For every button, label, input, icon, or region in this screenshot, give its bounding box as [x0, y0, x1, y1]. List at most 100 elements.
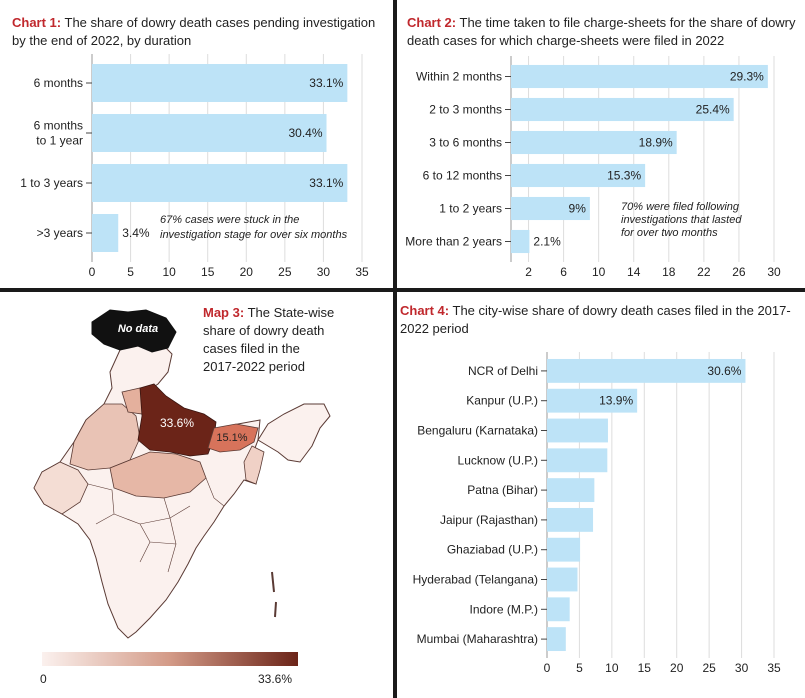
chart-1-title-text: The share of dowry death cases pending i…: [12, 15, 376, 48]
chart-1-value-label-2: 33.1%: [309, 176, 343, 190]
chart-4-bar-9: [547, 627, 566, 652]
chart-1-category-label-0: 6 months: [34, 76, 83, 90]
chart-2-bar-4: [511, 196, 590, 221]
chart-4-xtick-2: 10: [605, 661, 619, 675]
chart-2-value-label-0: 29.3%: [730, 70, 764, 84]
chart-4-xtick-4: 20: [670, 661, 684, 675]
chart-2-category-label-2: 3 to 6 months: [429, 136, 502, 150]
chart-4-bar-4: [547, 478, 595, 503]
chart-2-value-label-5: 2.1%: [533, 235, 561, 249]
chart-2-panel: Chart 2: The time taken to file charge-s…: [397, 0, 805, 288]
map-3-label: Map 3:: [203, 305, 245, 320]
chart-1-value-label-0: 33.1%: [309, 76, 343, 90]
chart-1-xtick-5: 25: [278, 265, 292, 279]
chart-4-xtick-6: 30: [735, 661, 749, 675]
chart-2-label: Chart 2:: [407, 15, 457, 30]
chart-4-bar-3: [547, 448, 608, 473]
chart-2-category-label-5: More than 2 years: [405, 235, 502, 249]
chart-4-label: Chart 4:: [400, 303, 450, 318]
chart-4-category-label-4: Patna (Bihar): [467, 483, 538, 497]
chart-4-category-label-2: Bengaluru (Karnataka): [417, 424, 538, 438]
chart-4-bar-6: [547, 537, 581, 562]
chart-2-xtick-6: 26: [732, 265, 746, 279]
chart-1-value-label-1: 30.4%: [288, 126, 322, 140]
chart-1-category-label-2: 1 to 3 years: [20, 176, 83, 190]
west-bengal-shape: [243, 445, 265, 485]
chart-4-xtick-3: 15: [638, 661, 652, 675]
chart-2-title: Chart 2: The time taken to file charge-s…: [407, 14, 799, 50]
chart-4-xtick-7: 35: [767, 661, 781, 675]
chart-2-xtick-3: 14: [627, 265, 641, 279]
chart-4-value-label-0: 30.6%: [707, 364, 741, 378]
chart-1-category-label-1-line-0: 6 months: [34, 119, 83, 133]
chart-4-bar-1: [547, 388, 638, 413]
chart-2-category-label-1: 2 to 3 months: [429, 103, 502, 117]
chart-1-bar-0: [92, 64, 348, 102]
chart-4-category-label-9: Mumbai (Maharashtra): [417, 632, 538, 646]
chart-1-xtick-2: 10: [162, 265, 176, 279]
chart-4-category-label-7: Hyderabad (Telangana): [413, 573, 538, 587]
vertical-divider: [393, 0, 397, 698]
chart-2-xtick-4: 18: [662, 265, 676, 279]
chart-2-category-label-0: Within 2 months: [416, 70, 502, 84]
chart-1-title: Chart 1: The share of dowry death cases …: [12, 14, 382, 50]
india-map: No data 33.6% 15.1%: [33, 309, 331, 639]
bihar-shape: [207, 423, 259, 453]
chart-2-xtick-7: 30: [767, 265, 781, 279]
no-data-region-shape: [91, 309, 177, 353]
chart-1-xtick-0: 0: [89, 265, 96, 279]
bihar-value: 15.1%: [216, 432, 247, 444]
chart-4-category-label-3: Lucknow (U.P.): [458, 453, 538, 467]
chart-4-bar-8: [547, 597, 570, 622]
chart-2-category-label-3: 6 to 12 months: [423, 169, 502, 183]
chart-4-category-label-8: Indore (M.P.): [470, 602, 538, 616]
chart-2-bar-2: [511, 130, 677, 155]
legend-max-label: 33.6%: [258, 672, 293, 686]
chart-1-xtick-4: 20: [240, 265, 254, 279]
chart-2-category-label-4: 1 to 2 years: [439, 202, 502, 216]
chart-4-value-label-1: 13.9%: [599, 394, 633, 408]
chart-4-panel: Chart 4: The city-wise share of dowry de…: [397, 292, 805, 698]
chart-4-category-label-5: Jaipur (Rajasthan): [440, 513, 538, 527]
uttar-pradesh-value: 33.6%: [160, 416, 194, 430]
map-3-title: Map 3: The State-wise share of dowry dea…: [203, 304, 389, 376]
chart-4-xtick-0: 0: [544, 661, 551, 675]
chart-1-category-label-3: >3 years: [37, 226, 83, 240]
chart-1-value-label-3: 3.4%: [122, 226, 150, 240]
chart-2-xtick-0: 2: [525, 265, 532, 279]
north-east-shape: [257, 403, 331, 463]
chart-1-bar-2: [92, 164, 348, 202]
chart-4-svg: 0 5 10 15 20 25 30 35 NCR of Delhi 30.6% Kanpur (U…: [413, 352, 781, 675]
map-legend-gradient: [42, 652, 298, 666]
chart-4-category-label-1: Kanpur (U.P.): [466, 394, 538, 408]
map-3-title-line-4: 2017-2022 period: [203, 359, 305, 374]
chart-2-bar-0: [511, 64, 768, 89]
chart-1-xtick-6: 30: [317, 265, 331, 279]
andaman-islands-shape: [271, 571, 277, 618]
chart-2-annotation-line-2: for over two months: [621, 227, 718, 239]
chart-4-xtick-1: 5: [576, 661, 583, 675]
map-3-panel: No data 33.6% 15.1% Map 3: The State-wis…: [0, 292, 393, 698]
chart-2-annotation-line-0: 70% were filed following: [621, 201, 740, 213]
chart-2-value-label-2: 18.9%: [639, 136, 673, 150]
chart-4-category-label-6: Ghaziabad (U.P.): [447, 543, 538, 557]
chart-1-label: Chart 1:: [12, 15, 62, 30]
chart-4-category-label-0: NCR of Delhi: [468, 364, 538, 378]
chart-1-xtick-1: 5: [127, 265, 134, 279]
chart-2-bar-3: [511, 163, 646, 188]
chart-1-panel: Chart 1: The share of dowry death cases …: [0, 0, 393, 288]
chart-2-bar-1: [511, 97, 734, 122]
chart-4-bar-2: [547, 418, 608, 443]
chart-4-bar-0: [547, 358, 746, 383]
chart-1-annotation-line-0: 67% cases were stuck in the: [160, 214, 299, 226]
chart-2-value-label-3: 15.3%: [607, 169, 641, 183]
chart-2-xtick-5: 22: [697, 265, 711, 279]
chart-2-xtick-1: 6: [560, 265, 567, 279]
chart-4-title: Chart 4: The city-wise share of dowry de…: [400, 302, 795, 338]
chart-1-bar-3: [92, 214, 119, 252]
chart-2-value-label-1: 25.4%: [696, 103, 730, 117]
chart-4-xtick-5: 25: [702, 661, 716, 675]
